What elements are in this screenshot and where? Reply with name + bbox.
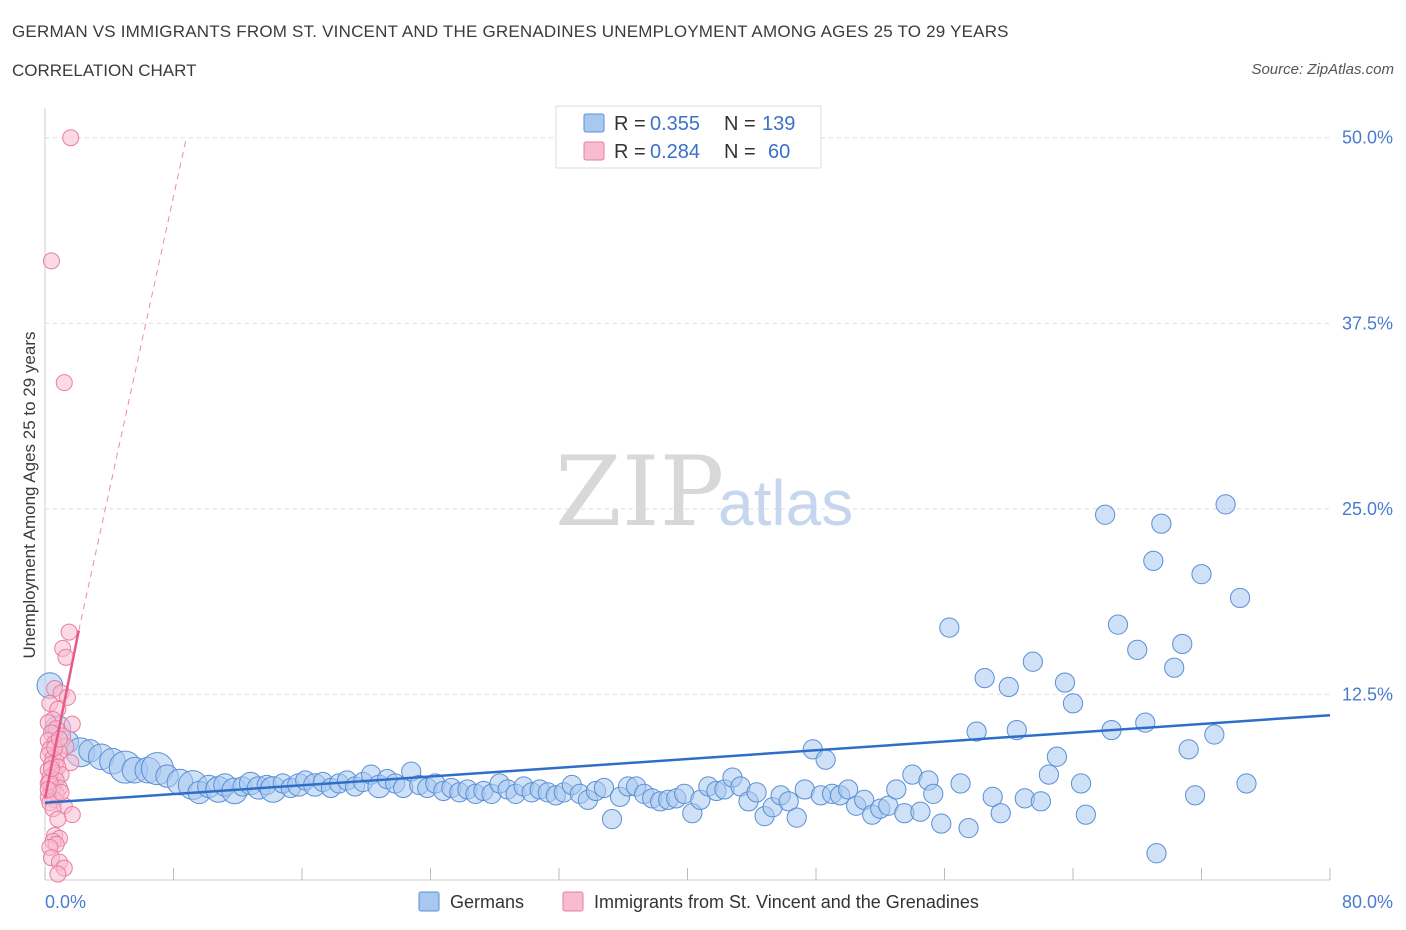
data-point-germans [1038, 764, 1060, 785]
data-point-germans [1215, 494, 1236, 515]
series-st-vincent [39, 129, 81, 883]
data-point-germans [1075, 804, 1096, 825]
watermark: ZIP atlas [555, 436, 853, 548]
series-legend: Germans Immigrants from St. Vincent and … [418, 891, 979, 912]
data-point-germans [786, 807, 807, 828]
data-point-st-vincent [49, 865, 67, 883]
trend-line-st-vincent [43, 630, 80, 799]
legend-n-value-2: 60 [768, 141, 790, 163]
data-point-st-vincent [49, 810, 67, 828]
data-point-germans [746, 782, 767, 803]
data-point-germans [1151, 513, 1172, 534]
data-point-germans [923, 783, 944, 804]
data-point-germans [886, 779, 907, 800]
trend-lines [43, 137, 1331, 805]
trend-line-st-vincent-extrapolated [78, 137, 187, 631]
data-point-germans [1229, 587, 1251, 609]
data-point-st-vincent [42, 252, 60, 270]
data-point-germans [1191, 564, 1212, 585]
data-point-germans [778, 791, 799, 812]
watermark-zip: ZIP [555, 436, 724, 548]
data-point-germans [1070, 773, 1092, 794]
data-point-germans [1146, 843, 1167, 864]
data-point-germans [1164, 657, 1185, 678]
data-point-germans [958, 817, 979, 839]
trend-line-germans [44, 713, 1331, 805]
data-point-germans [1236, 773, 1257, 794]
correlation-legend: R = 0.355 N = 139 R = 0.284 N = 60 [555, 105, 822, 169]
data-point-germans [998, 676, 1019, 698]
data-point-germans [838, 779, 859, 800]
data-point-germans [1030, 791, 1051, 812]
y-axis-title: Unemployment Among Ages 25 to 29 years [20, 332, 39, 659]
data-point-germans [1172, 633, 1193, 655]
legend-r-value-1: 0.355 [650, 113, 700, 135]
data-point-germans [1046, 746, 1068, 767]
legend-r-value-2: 0.284 [650, 141, 700, 163]
bottom-legend-swatch-st-vincent [562, 891, 584, 912]
grid-lines [45, 137, 1330, 695]
legend-swatch-st-vincent [583, 141, 605, 161]
data-point-st-vincent [50, 730, 68, 748]
data-point-st-vincent [63, 806, 81, 824]
data-point-germans [1022, 651, 1043, 672]
bottom-legend-swatch-germans [418, 891, 440, 912]
data-point-germans [974, 667, 995, 689]
data-point-germans [1143, 550, 1164, 571]
data-point-germans [1062, 693, 1084, 714]
watermark-atlas: atlas [718, 467, 853, 539]
y-tick-label: 12.5% [1342, 684, 1393, 704]
y-tick-label: 25.0% [1342, 499, 1393, 519]
data-point-germans [1204, 724, 1225, 745]
data-point-germans [1006, 719, 1027, 741]
x-tick-label: 80.0% [1342, 892, 1393, 912]
data-point-germans [815, 749, 836, 770]
y-tick-label: 50.0% [1342, 128, 1393, 148]
data-point-germans [982, 786, 1003, 807]
bottom-legend-germans: Germans [450, 892, 524, 912]
series-germans [36, 494, 1257, 864]
data-point-germans [1054, 672, 1076, 693]
data-point-germans [939, 617, 960, 638]
x-tick-label: 0.0% [45, 892, 86, 912]
source-label: Source: ZipAtlas.com [1251, 61, 1394, 78]
data-point-germans [593, 777, 615, 799]
data-point-germans [910, 801, 931, 822]
data-point-germans [990, 803, 1011, 824]
y-tick-label: 37.5% [1342, 313, 1393, 333]
legend-n-label-2: N = [724, 141, 756, 163]
data-point-germans [1107, 614, 1129, 635]
data-point-germans [931, 813, 952, 834]
legend-n-label-1: N = [724, 113, 756, 135]
data-point-germans [1127, 639, 1148, 660]
legend-swatch-germans [583, 113, 605, 133]
data-point-st-vincent [55, 374, 73, 392]
data-point-germans [950, 773, 971, 794]
data-point-germans [601, 809, 623, 830]
bottom-legend-st-vincent: Immigrants from St. Vincent and the Gren… [594, 892, 979, 912]
chart-subtitle: CORRELATION CHART [12, 61, 197, 80]
data-point-germans [966, 721, 987, 742]
data-point-st-vincent [60, 623, 78, 641]
legend-r-label-2: R = [614, 141, 646, 163]
data-point-germans [1178, 739, 1199, 760]
x-tick-labels: 0.0% 80.0% [45, 892, 1393, 912]
y-tick-labels: 12.5% 25.0% 37.5% 50.0% [1342, 128, 1393, 705]
data-point-germans [1095, 504, 1116, 525]
data-point-st-vincent [63, 715, 81, 733]
data-point-st-vincent [62, 129, 80, 147]
chart-title: GERMAN VS IMMIGRANTS FROM ST. VINCENT AN… [12, 22, 1009, 41]
data-point-germans [1184, 785, 1206, 806]
legend-r-label-1: R = [614, 113, 646, 135]
legend-n-value-1: 139 [762, 113, 795, 135]
